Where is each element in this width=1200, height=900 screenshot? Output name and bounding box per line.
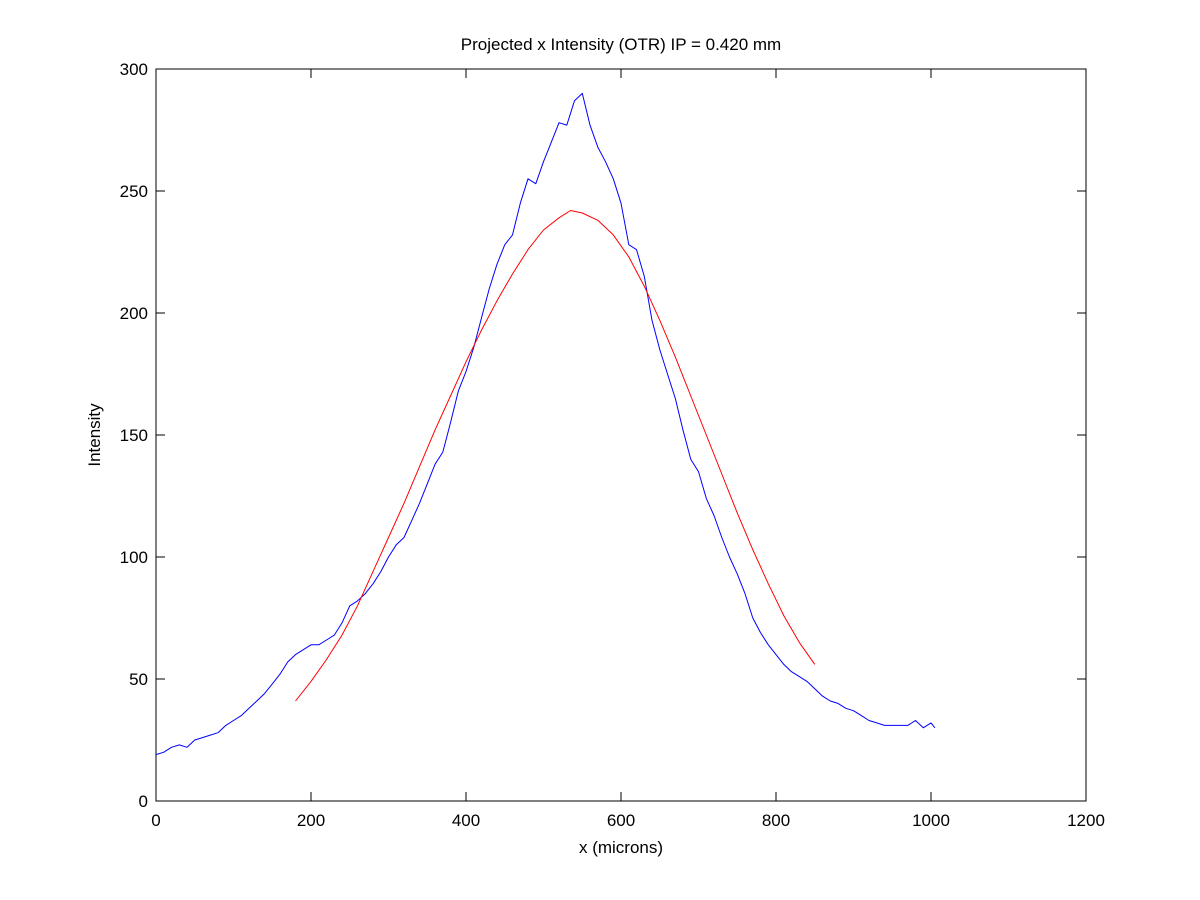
plot-area [155,68,1087,802]
x-tick-label: 400 [452,811,480,830]
y-tick-label: 0 [139,792,148,811]
y-tick-label: 100 [120,548,148,567]
y-tick-label: 150 [120,426,148,445]
y-tick-label: 250 [120,182,148,201]
tick-marks [155,68,1087,802]
x-tick-label: 600 [607,811,635,830]
gaussian-fit-line [295,210,816,702]
x-tick-label: 1000 [912,811,950,830]
x-tick-label: 0 [151,811,160,830]
x-tick-label: 200 [297,811,325,830]
y-tick-label: 200 [120,304,148,323]
tick-labels: 0 200 400 600 800 1000 1200 0 50 100 150 200 250 300 [120,60,1105,830]
chart-title: Projected x Intensity (OTR) IP = 0.420 m… [461,35,781,54]
measured-intensity-line [155,92,936,756]
y-tick-label: 300 [120,60,148,79]
x-tick-label: 800 [762,811,790,830]
x-axis-label: x (microns) [579,838,663,857]
y-axis-label: Intensity [85,403,104,467]
y-tick-label: 50 [129,670,148,689]
x-tick-label: 1200 [1067,811,1105,830]
series-lines [155,92,936,756]
